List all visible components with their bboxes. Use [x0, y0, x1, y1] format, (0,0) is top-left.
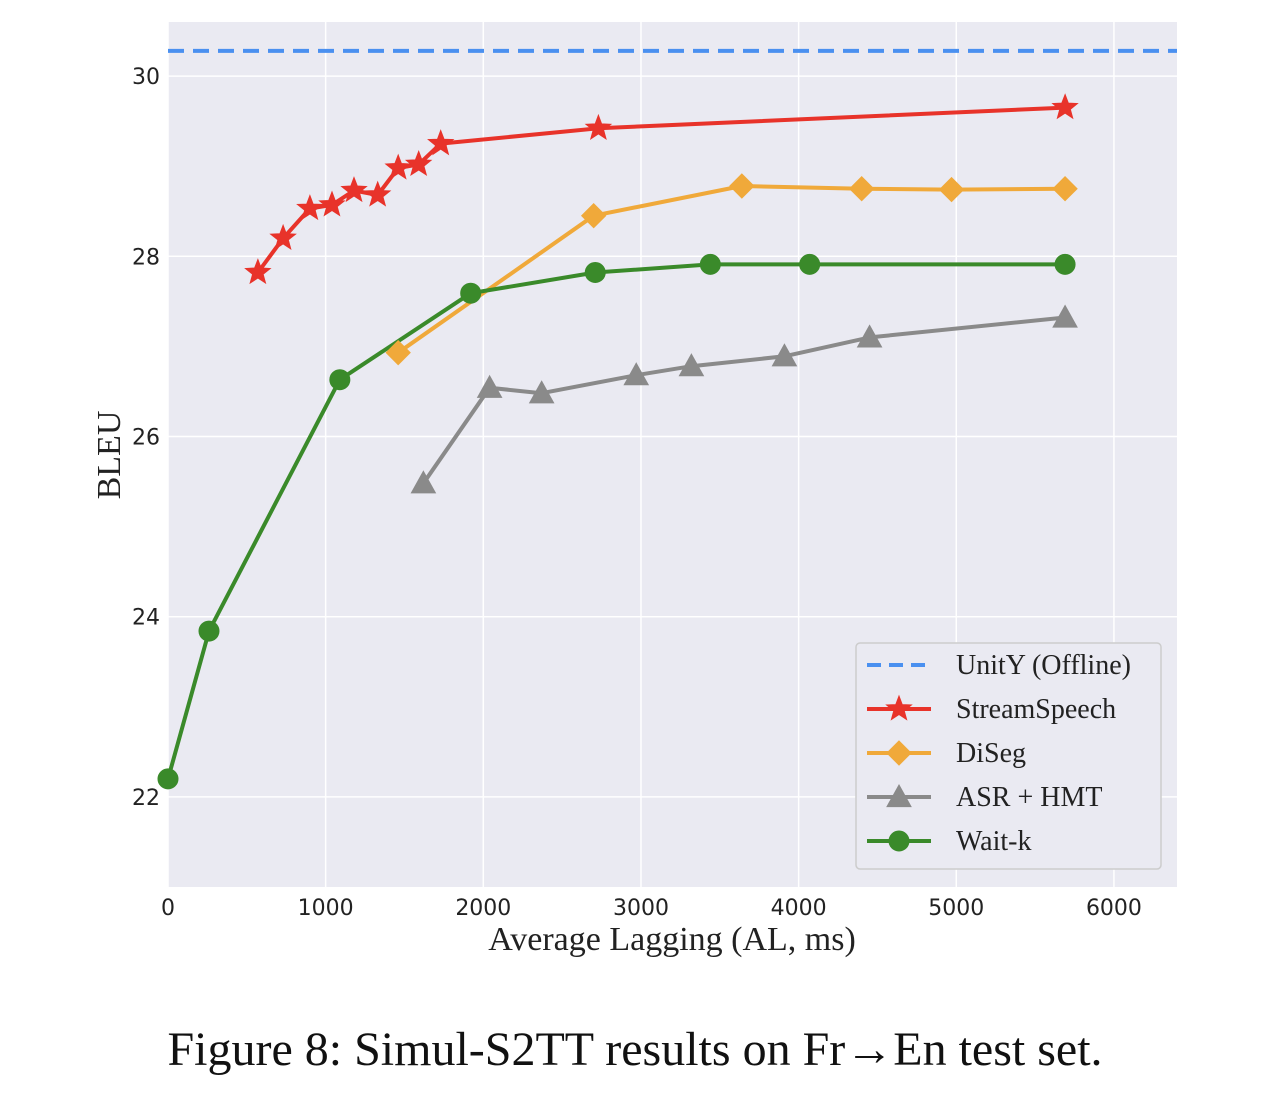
streamspeech-point — [296, 194, 324, 221]
asr-hmt-line — [421, 315, 1066, 485]
wait-k-point — [699, 253, 721, 275]
legend-asr-hmt-marker — [886, 783, 912, 808]
streamspeech-point — [404, 149, 433, 177]
diseg-point — [938, 176, 965, 203]
series-markers — [157, 93, 1079, 790]
y-tick-label: 24 — [132, 606, 160, 631]
wait-k-point — [329, 369, 351, 391]
streamspeech-point — [584, 113, 613, 140]
wait-k-point — [584, 261, 606, 283]
diseg-point — [385, 339, 411, 366]
streamspeech-point — [363, 180, 392, 207]
legend-asr-hmt-label: ASR + HMT — [956, 782, 1102, 813]
asr-hmt-point — [771, 343, 798, 367]
x-tick-label: 0 — [161, 896, 175, 921]
diseg-point — [848, 175, 875, 202]
streamspeech-point — [384, 153, 412, 180]
x-tick-label: 4000 — [771, 896, 827, 921]
streamspeech-point — [269, 223, 297, 250]
streamspeech-point — [244, 258, 272, 285]
legend-unity-offline-label: UnitY (Offline) — [956, 650, 1131, 681]
figure-caption: Figure 8: Simul-S2TT results on Fr→En te… — [167, 1023, 1103, 1076]
x-axis-label: Average Lagging (AL, ms) — [488, 921, 856, 958]
asr-hmt-point — [528, 380, 555, 404]
x-tick-label: 3000 — [613, 896, 669, 921]
legend-diseg-label: DiSeg — [956, 738, 1026, 769]
legend-wait-k-marker — [888, 830, 910, 852]
asr-hmt-point — [856, 324, 883, 348]
x-tick-label: 1000 — [298, 896, 354, 921]
asr-hmt-point — [623, 362, 650, 386]
legend-streamspeech-marker — [885, 694, 913, 721]
diseg-point — [729, 173, 755, 199]
legend-box — [855, 642, 1162, 870]
y-tick-label: 26 — [132, 425, 160, 450]
streamspeech-point — [427, 129, 455, 156]
wait-k-point — [157, 768, 179, 790]
x-tick-label: 5000 — [928, 896, 984, 921]
legend-wait-k-label: Wait-k — [956, 826, 1032, 857]
diseg-point — [1052, 175, 1078, 202]
legend: UnitY (Offline) StreamSpeech DiSeg ASR + HM… — [855, 642, 1162, 870]
legend-streamspeech-label: StreamSpeech — [956, 694, 1116, 725]
wait-k-point — [1054, 253, 1076, 275]
diseg-line — [397, 184, 1066, 355]
streamspeech-point — [318, 190, 346, 217]
asr-hmt-point — [1052, 304, 1078, 328]
y-axis-label: BLEU — [91, 411, 128, 500]
diseg-point — [580, 203, 607, 229]
y-tick-label: 28 — [132, 245, 160, 270]
x-tick-label: 2000 — [455, 896, 511, 921]
asr-hmt-point — [410, 470, 437, 494]
x-tick-label: 6000 — [1086, 896, 1142, 921]
tick-labels: 0 1000 2000 3000 4000 5000 6000 22 24 26 28 30 — [132, 65, 1142, 921]
streamspeech-point — [340, 176, 368, 203]
gridlines — [167, 22, 1177, 887]
asr-hmt-point — [678, 353, 705, 377]
asr-hmt-point — [476, 374, 503, 398]
wait-k-point — [198, 620, 220, 642]
wait-k-point — [460, 282, 482, 304]
y-tick-label: 30 — [132, 65, 160, 90]
streamspeech-point — [1051, 93, 1079, 120]
wait-k-point — [799, 253, 821, 275]
wait-k-line — [168, 262, 1066, 780]
legend-diseg-marker — [886, 740, 912, 766]
y-tick-label: 22 — [132, 786, 160, 811]
